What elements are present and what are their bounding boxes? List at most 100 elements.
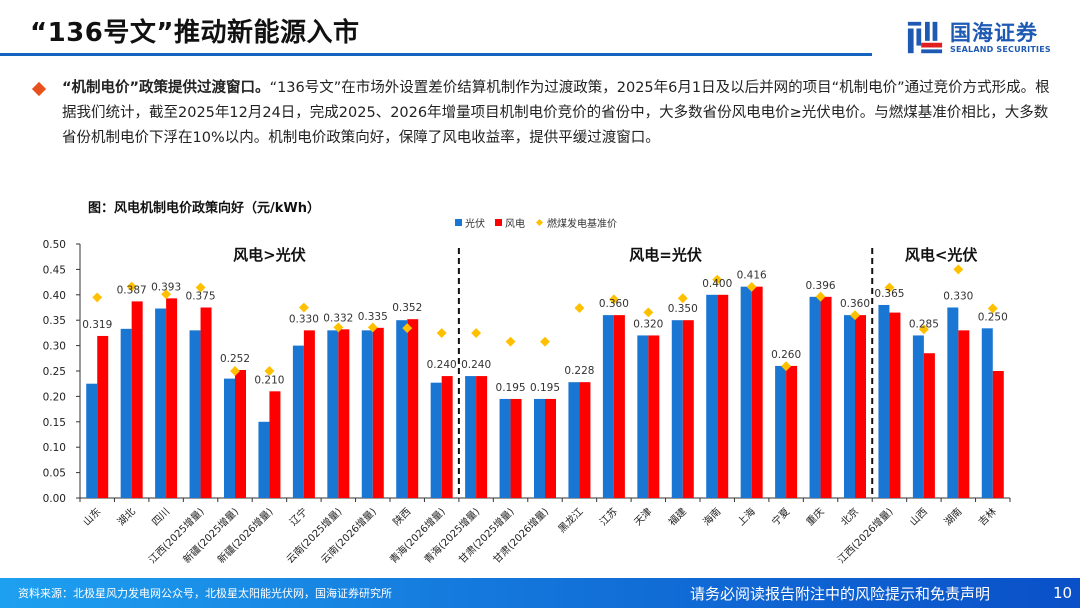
marker-coal-benchmark	[126, 281, 137, 292]
data-label: 0.365	[874, 288, 904, 300]
chart-title: 图：风电机制电价政策向好（元/kWh）	[88, 201, 320, 216]
bar-wind	[476, 376, 488, 498]
marker-coal-benchmark	[230, 366, 240, 376]
category-label: 北京	[838, 505, 861, 528]
bar-wind	[303, 330, 315, 498]
bar-solar	[189, 330, 201, 498]
bar-wind	[717, 294, 729, 498]
footer-bar: 资料来源：北极星风力发电网公众号，北极星太阳能光伏网，国海证券研究所 请务必阅读…	[0, 578, 1080, 608]
category-label: 云南(2026增量)	[318, 505, 379, 566]
bar-solar	[396, 320, 408, 498]
bar-solar	[292, 345, 304, 498]
marker-coal-benchmark	[92, 292, 103, 303]
category-label: 宁夏	[769, 505, 792, 528]
bar-wind	[992, 371, 1004, 498]
legend-swatch-solar	[455, 219, 462, 226]
category-label: 江苏	[597, 505, 620, 528]
chart-legend: 光伏 风电 燃煤发电基准价	[455, 215, 627, 230]
data-label: 0.285	[909, 318, 939, 330]
bar-wind	[97, 335, 109, 498]
region-label: 风电<光伏	[905, 246, 978, 264]
data-label: 0.352	[392, 302, 422, 314]
category-label: 四川	[150, 506, 172, 528]
category-label: 陕西	[390, 505, 413, 528]
bar-wind	[510, 398, 522, 498]
data-label: 0.330	[943, 291, 973, 303]
bar-solar	[671, 320, 683, 498]
bar-solar	[258, 421, 270, 498]
category-label: 福建	[666, 505, 689, 528]
bar-solar	[878, 304, 890, 498]
data-label: 0.335	[358, 311, 388, 323]
bar-solar	[981, 328, 993, 498]
bar-wind	[923, 353, 935, 498]
marker-coal-benchmark	[712, 274, 723, 285]
data-label: 0.252	[220, 353, 250, 365]
y-tick-label: 0.20	[43, 391, 66, 403]
bar-wind	[545, 398, 556, 498]
data-label: 0.260	[771, 349, 801, 361]
legend-label-solar: 光伏	[465, 219, 485, 230]
bar-solar	[86, 383, 98, 498]
bar-solar	[120, 328, 132, 498]
page-number: 10	[1053, 584, 1073, 602]
legend-item-coal: 燃煤发电基准价	[535, 215, 617, 230]
legend-swatch-wind	[495, 219, 502, 226]
legend-item-solar: 光伏	[455, 215, 485, 230]
bar-solar	[912, 335, 924, 498]
bar-wind	[579, 382, 591, 498]
bar-solar	[740, 286, 752, 498]
y-tick-label: 0.10	[43, 442, 66, 454]
marker-coal-benchmark	[953, 264, 964, 275]
sealand-logo-icon	[907, 21, 943, 54]
bar-wind	[200, 307, 212, 498]
y-tick-label: 0.00	[43, 493, 66, 505]
marker-coal-benchmark	[195, 282, 206, 293]
bullet-diamond-icon	[31, 81, 47, 97]
category-label: 黑龙江	[555, 505, 585, 535]
bar-wind	[648, 335, 660, 498]
marker-coal-benchmark	[574, 303, 585, 313]
bar-solar	[465, 376, 477, 498]
category-label: 湖北	[115, 506, 138, 529]
bar-wind	[269, 391, 281, 498]
bar-solar	[155, 308, 167, 498]
bar-solar	[327, 330, 339, 498]
y-tick-label: 0.05	[43, 468, 66, 480]
data-label: 0.360	[599, 298, 629, 310]
bar-wind	[889, 312, 901, 498]
data-label: 0.228	[564, 365, 594, 377]
category-label: 新疆(2026增量)	[215, 505, 276, 566]
marker-coal-benchmark	[436, 328, 447, 339]
bar-wind	[613, 315, 625, 498]
bar-solar	[568, 382, 580, 498]
bullet-text: “机制电价”政策提供过渡窗口。“136号文”在市场外设置差价结算机制作为过渡政策…	[62, 76, 1052, 151]
y-tick-label: 0.40	[43, 290, 66, 302]
bar-wind	[166, 298, 178, 498]
y-tick-label: 0.15	[43, 417, 66, 429]
category-label: 甘肃(2026增量)	[490, 505, 551, 566]
bar-solar	[775, 365, 787, 498]
bullet-lead: “机制电价”政策提供过渡窗口。	[62, 80, 270, 96]
data-label: 0.210	[254, 374, 284, 386]
bar-wind	[407, 319, 419, 498]
category-label: 吉林	[976, 505, 999, 528]
data-label: 0.320	[633, 318, 663, 330]
category-label: 山东	[80, 505, 103, 528]
marker-coal-benchmark	[505, 336, 516, 347]
bar-wind	[441, 376, 453, 498]
category-label: 山西	[907, 506, 930, 529]
category-label: 重庆	[803, 505, 826, 528]
data-label: 0.240	[427, 359, 457, 371]
footer-source: 资料来源：北极星风力发电网公众号，北极星太阳能光伏网，国海证券研究所	[18, 587, 392, 600]
bar-wind	[131, 301, 143, 498]
marker-coal-benchmark	[643, 307, 654, 318]
bar-chart: 0.00 0.05 0.10 0.15 0.20 0.25 0.30 0.35 0.40 0.45…	[43, 239, 1011, 566]
bar-wind	[855, 315, 866, 498]
category-label: 辽宁	[287, 505, 310, 528]
bar-solar	[224, 378, 235, 498]
legend-item-wind: 风电	[495, 215, 525, 230]
data-label: 0.396	[806, 280, 836, 292]
bar-wind	[235, 369, 246, 498]
marker-coal-benchmark	[850, 310, 860, 321]
